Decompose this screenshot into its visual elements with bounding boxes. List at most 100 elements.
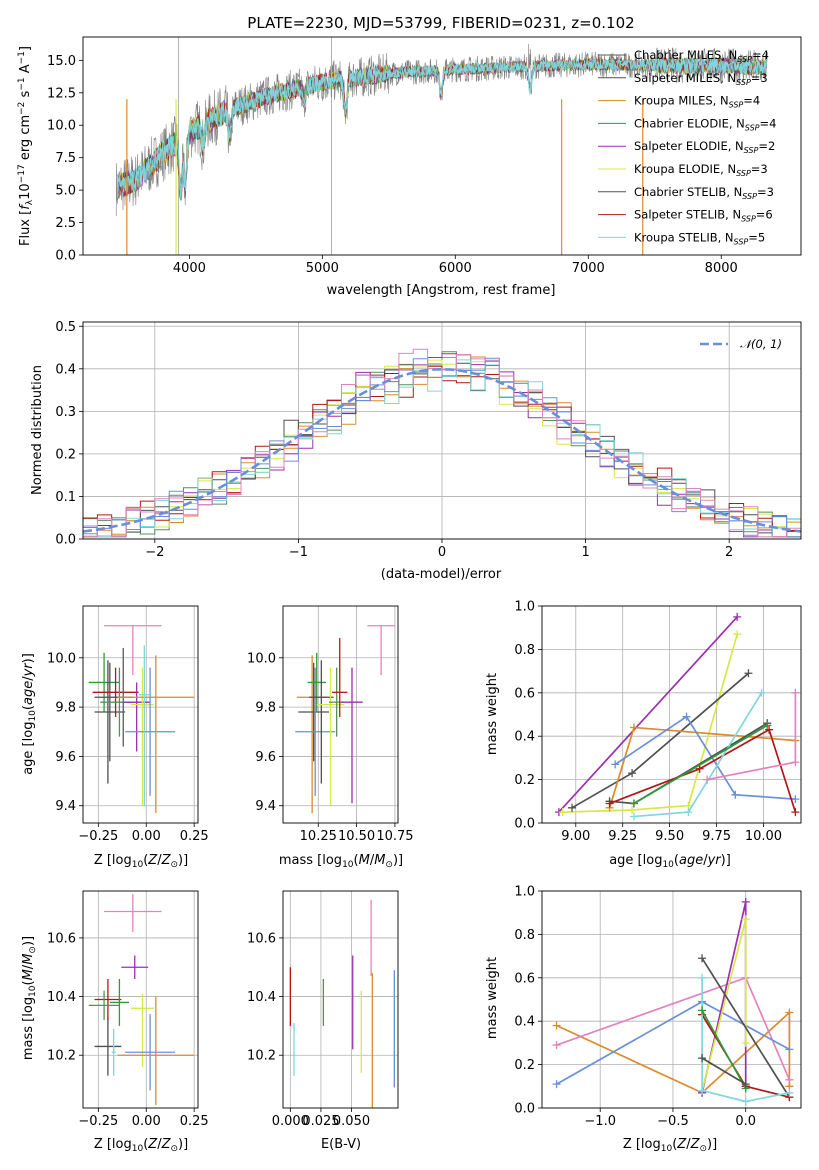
- weight-marker: [741, 915, 750, 924]
- weight-marker: [684, 808, 693, 817]
- y-tick-label: 0.2: [514, 773, 535, 788]
- y-tick-label: 0.6: [514, 686, 535, 701]
- mwz-ylabel: mass weight: [485, 957, 500, 1039]
- x-tick-label: 0.000: [272, 1114, 309, 1129]
- y-tick-label: 12.5: [47, 86, 76, 101]
- weight-marker: [763, 721, 772, 730]
- x-tick-label: 9.75: [702, 829, 731, 844]
- weight-line: [562, 633, 739, 813]
- weight-marker: [741, 897, 750, 906]
- x-tick-label: 9.25: [608, 829, 637, 844]
- y-tick-label: 5.0: [55, 184, 76, 199]
- y-tick-label: 0.8: [514, 643, 535, 658]
- legend-label: Kroupa ELODIE, NSSP=3: [634, 162, 768, 178]
- y-tick-label: 0.0: [514, 1102, 535, 1117]
- x-tick-label: 0: [438, 545, 446, 560]
- x-tick-label: 7000: [572, 261, 605, 276]
- y-tick-label: 0.8: [514, 928, 535, 943]
- x-tick-label: 8000: [705, 261, 738, 276]
- weight-marker: [791, 808, 800, 817]
- agez-ylabel: age [log10(age/yr)]: [21, 653, 38, 775]
- mwz-xlabel: Z [log10(Z/Z⊙)]: [623, 1137, 717, 1154]
- residual-histogram: [83, 359, 801, 538]
- y-tick-label: 0.2: [55, 447, 76, 462]
- weight-line: [558, 616, 738, 813]
- x-tick-label: 4000: [173, 261, 206, 276]
- y-tick-label: 1.0: [514, 600, 535, 615]
- mass-vs-metallicity-panel: Z [log10(Z/Z⊙)] mass [log10(M/M⊙)] −0.25…: [21, 890, 209, 1154]
- residual-histogram: [83, 357, 801, 538]
- legend-label: Salpeter STELIB, NSSP=6: [634, 208, 773, 224]
- y-tick-label: 0.2: [514, 1058, 535, 1073]
- spectrum-ylabel: Flux [fλ10−17 erg cm−2 s−1 A−1]: [17, 46, 35, 246]
- weight-line: [609, 728, 797, 813]
- axes-frame: [282, 890, 399, 1109]
- weight-marker: [698, 1054, 707, 1063]
- y-tick-label: 10.4: [247, 990, 276, 1005]
- x-tick-label: −0.5: [657, 1114, 689, 1129]
- y-tick-label: 9.8: [255, 701, 276, 716]
- weight-marker: [741, 1080, 750, 1089]
- plot-content: [295, 625, 395, 814]
- hist-ylabel: Normed distribution: [30, 365, 45, 495]
- spectrum-title: PLATE=2230, MJD=53799, FIBERID=0231, z=0…: [247, 14, 634, 32]
- weight-marker: [733, 612, 742, 621]
- residual-histogram-panel: (data-model)/error Normed distribution −…: [30, 320, 802, 582]
- weight-marker: [698, 954, 707, 963]
- y-tick-label: 0.3: [55, 405, 76, 420]
- x-tick-label: 10.25: [300, 829, 337, 844]
- y-tick-label: 9.8: [55, 701, 76, 716]
- x-tick-label: 10.50: [338, 829, 375, 844]
- weight-marker: [757, 688, 766, 697]
- axes-frame: [82, 605, 199, 824]
- y-tick-label: 9.6: [255, 750, 276, 765]
- weight-marker: [791, 688, 800, 697]
- x-tick-label: −0.25: [78, 829, 118, 844]
- y-tick-label: 9.4: [255, 799, 276, 814]
- spectrum-legend: Chabrier MILES, NSSP=4 Salpeter MILES, NS…: [598, 48, 776, 246]
- weight-marker: [765, 725, 774, 734]
- weight-line: [701, 1009, 747, 1089]
- axes-frame: [541, 890, 802, 1109]
- weight-marker: [741, 1038, 750, 1047]
- axes-frame: [282, 605, 399, 824]
- legend-label: Kroupa STELIB, NSSP=5: [634, 230, 765, 246]
- y-tick-label: 0.4: [514, 1015, 535, 1030]
- mwa-ylabel: mass weight: [485, 673, 500, 755]
- weight-marker: [558, 808, 567, 817]
- y-tick-label: 2.5: [55, 216, 76, 231]
- weight-marker: [682, 712, 691, 721]
- gridlines: [83, 606, 198, 823]
- weight-marker: [629, 812, 638, 821]
- weight-marker: [785, 1045, 794, 1054]
- y-tick-label: 10.0: [247, 651, 276, 666]
- x-tick-label: 0.025: [302, 1114, 339, 1129]
- y-tick-label: 0.6: [514, 971, 535, 986]
- weight-marker: [785, 1008, 794, 1017]
- weight-marker: [731, 790, 740, 799]
- y-tick-label: 9.6: [55, 750, 76, 765]
- x-tick-label: 6000: [439, 261, 472, 276]
- weight-marker: [785, 1088, 794, 1097]
- plot-content: [554, 612, 800, 821]
- plot-content: [552, 897, 794, 1106]
- weight-marker: [791, 758, 800, 767]
- x-tick-label: 0.25: [180, 829, 209, 844]
- y-tick-label: 10.6: [47, 931, 76, 946]
- y-tick-label: 15.0: [47, 54, 76, 69]
- massz-xlabel: Z [log10(Z/Z⊙)]: [94, 1137, 188, 1154]
- x-tick-label: 0.25: [180, 1114, 209, 1129]
- x-tick-label: −1.0: [584, 1114, 616, 1129]
- weight-marker: [695, 764, 704, 773]
- model-spectrum-kroupa-stelib: [117, 56, 767, 202]
- y-tick-label: 7.5: [55, 151, 76, 166]
- x-tick-label: 0.00: [132, 1114, 161, 1129]
- weight-marker: [703, 775, 712, 784]
- plot-content: [115, 37, 768, 255]
- agem-xlabel: mass [log10(M/M⊙)]: [279, 853, 403, 870]
- x-tick-label: 0.050: [333, 1114, 370, 1129]
- axes-frame: [82, 890, 199, 1109]
- plot-content: [88, 893, 195, 1106]
- y-tick-label: 10.4: [47, 990, 76, 1005]
